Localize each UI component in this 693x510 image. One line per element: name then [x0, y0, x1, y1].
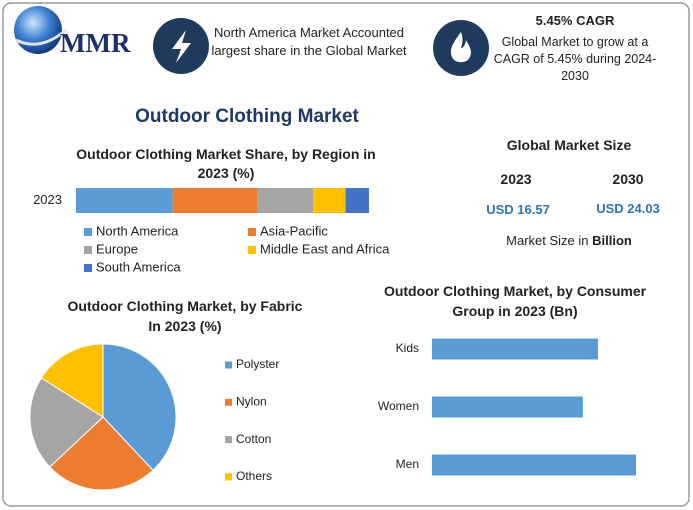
legend-label: Middle East and Africa	[260, 241, 390, 256]
legend-label: Nylon	[236, 394, 267, 408]
legend-marker	[248, 246, 256, 254]
bar	[432, 396, 583, 418]
bar-segment	[76, 188, 173, 213]
y-tick-label: Women	[378, 399, 419, 413]
legend-label: North America	[96, 223, 179, 238]
y-tick-label: Kids	[396, 341, 419, 355]
y-tick-label: 2023	[33, 192, 62, 207]
bar-segment	[172, 188, 258, 213]
flame	[450, 32, 471, 63]
legend-marker	[84, 264, 92, 272]
year: 2030	[612, 171, 644, 187]
unit: Billion	[592, 233, 632, 248]
bar-segment	[257, 188, 314, 213]
bar-segment	[313, 188, 346, 213]
legend-marker	[248, 228, 256, 236]
bolt	[172, 30, 191, 63]
market-value: USD 16.57	[486, 202, 550, 217]
pie-slice	[29, 377, 104, 468]
logo-swoosh	[15, 28, 67, 46]
bar-segment	[345, 188, 369, 213]
market-size-title: Global Market Size	[506, 137, 632, 153]
legend-marker	[225, 398, 232, 406]
legend-label: Polyster	[236, 357, 279, 371]
legend-marker	[84, 246, 92, 254]
market-value: USD 24.03	[596, 201, 660, 216]
chart-title: Outdoor Clothing Market, by Consumer Gro…	[383, 283, 647, 319]
chart-title: Outdoor Clothing Market Share, by Region…	[76, 146, 376, 181]
legend-label: Cotton	[236, 432, 271, 446]
logo-text: MMR	[60, 28, 131, 58]
logo-globe	[14, 6, 62, 54]
year: 2023	[500, 171, 532, 187]
pie-slice	[102, 343, 177, 471]
cagr-text: Global Market to grow at a CAGR of 5.45%…	[493, 35, 657, 83]
legend-marker	[225, 436, 232, 444]
legend-label: Asia-Pacific	[260, 223, 328, 238]
pie-slice	[49, 416, 154, 491]
market-size-note: Market Size in Billion	[469, 232, 669, 250]
bar	[432, 454, 636, 476]
legend-marker	[84, 228, 92, 236]
legend-label: South America	[96, 259, 181, 274]
highlight-text: North America Market Accounted largest s…	[211, 25, 407, 58]
legend-label: Europe	[96, 241, 138, 256]
pie-slice	[40, 343, 104, 418]
legend-marker	[225, 361, 232, 369]
main-title: Outdoor Clothing Market	[135, 106, 359, 127]
note: Market Size in	[506, 233, 589, 248]
bar	[432, 338, 598, 360]
legend-label: Others	[236, 469, 272, 483]
y-tick-label: Men	[396, 457, 419, 471]
chart-title: Outdoor Clothing Market, by Fabric In 20…	[67, 298, 303, 334]
cagr-title: 5.45% CAGR	[535, 13, 615, 28]
legend-marker	[225, 473, 232, 481]
